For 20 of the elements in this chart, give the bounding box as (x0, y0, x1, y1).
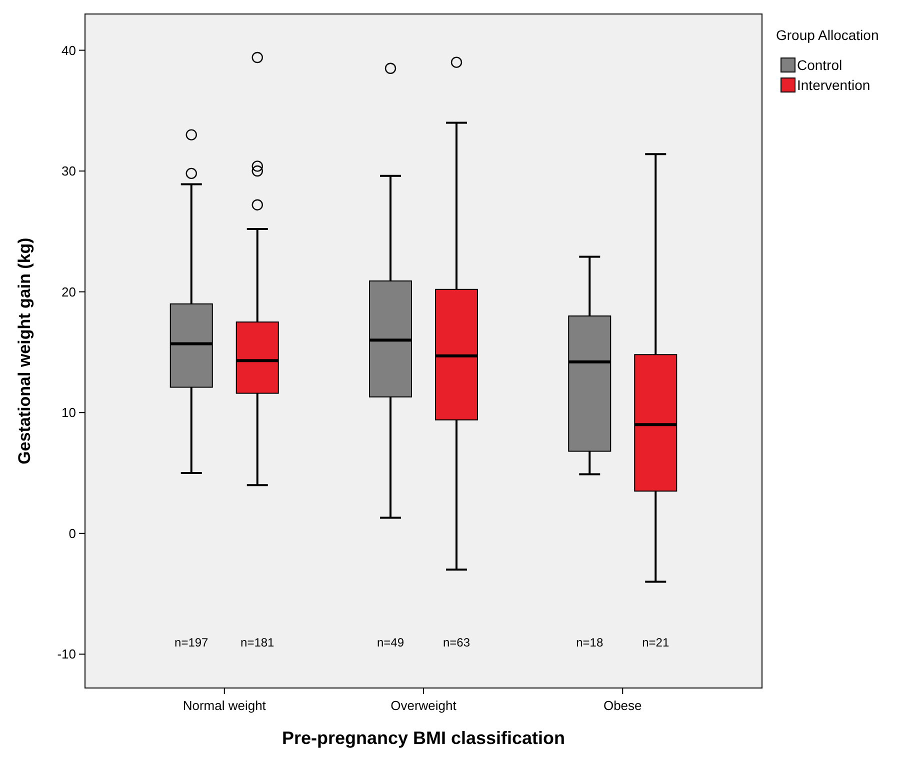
x-axis-title: Pre-pregnancy BMI classification (282, 728, 566, 748)
y-tick-label: 40 (62, 42, 76, 58)
y-axis-title: Gestational weight gain (kg) (15, 238, 34, 464)
annotation: n=21 (642, 635, 670, 650)
legend-title: Group Allocation (776, 27, 879, 43)
y-tick-label: -10 (57, 646, 76, 662)
x-tick-label: Obese (603, 698, 642, 713)
annotation: n=49 (376, 635, 404, 650)
y-tick-label: 0 (68, 526, 76, 541)
y-tick-label: 20 (62, 284, 76, 300)
annotation: n=18 (576, 635, 604, 650)
y-tick-label: 30 (62, 164, 76, 179)
y-tick-label: 10 (62, 405, 76, 420)
annotation: n=63 (442, 635, 470, 650)
annotation: n=181 (240, 635, 275, 650)
legend-label: Control (797, 56, 842, 73)
x-tick-label: Overweight (390, 698, 457, 713)
legend-label: Intervention (797, 76, 870, 93)
x-tick-label: Normal weight (182, 698, 266, 713)
annotation: n=197 (174, 635, 209, 650)
